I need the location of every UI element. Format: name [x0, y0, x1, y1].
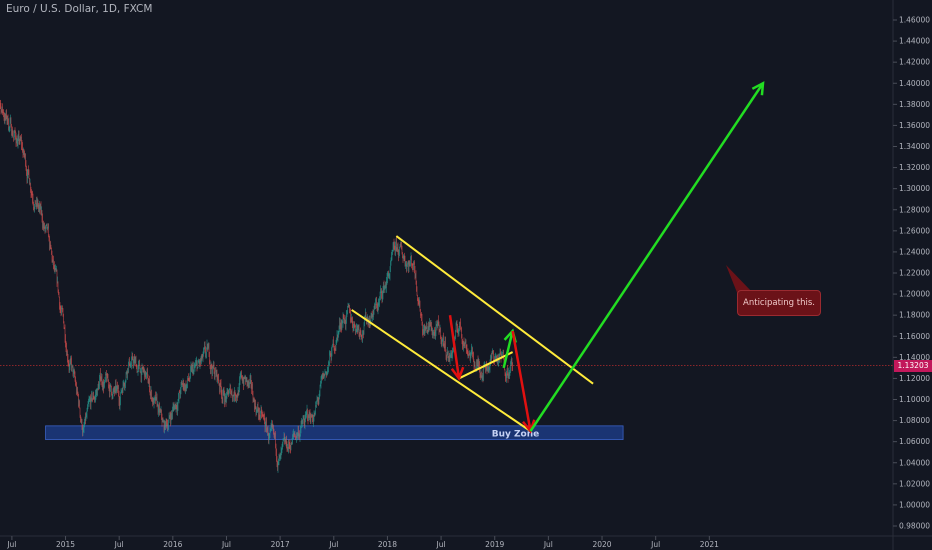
- chart-title: Euro / U.S. Dollar, 1D, FXCM: [6, 3, 153, 15]
- buy-zone-label: Buy Zone: [492, 430, 540, 440]
- price-tick-label: 1.12000: [899, 374, 930, 383]
- annotation-note[interactable]: Anticipating this.: [737, 290, 821, 316]
- time-tick-label: 2018: [378, 540, 397, 549]
- price-tick-label: 1.18000: [899, 311, 930, 320]
- price-tick-label: 1.20000: [899, 290, 930, 299]
- price-tick-label: 1.24000: [899, 247, 930, 256]
- price-tick-label: 1.10000: [899, 395, 930, 404]
- bear-arrow-small: [448, 314, 461, 379]
- time-tick-label: 2015: [56, 540, 75, 549]
- time-tick-label: Jul: [6, 540, 16, 549]
- time-tick-label: Jul: [328, 540, 338, 549]
- price-tick-label: 1.22000: [899, 269, 930, 278]
- channel-upper-line: [395, 235, 594, 385]
- price-tick-label: 1.44000: [899, 37, 930, 46]
- price-tick-label: 1.06000: [899, 437, 930, 446]
- time-tick-label: Jul: [221, 540, 231, 549]
- price-tick-label: 0.98000: [899, 522, 930, 531]
- price-tick-label: 1.02000: [899, 479, 930, 488]
- bull-arrow-long-head: [751, 81, 765, 96]
- buy-zone[interactable]: [45, 425, 624, 440]
- time-tick-label: Jul: [543, 540, 553, 549]
- price-tick-label: 1.42000: [899, 58, 930, 67]
- time-tick-label: 2016: [163, 540, 182, 549]
- price-tick-label: 1.00000: [899, 500, 930, 509]
- price-tick-label: 1.36000: [899, 121, 930, 130]
- price-tick-label: 1.40000: [899, 79, 930, 88]
- price-tick-label: 1.38000: [899, 100, 930, 109]
- channel-lower-line: [351, 309, 532, 432]
- current-price-badge: 1.13203: [894, 360, 932, 372]
- bull-arrow-short: [502, 330, 514, 369]
- price-tick-label: 1.34000: [899, 142, 930, 151]
- bear-arrow-small-head: [450, 366, 465, 381]
- time-tick-label: 2021: [700, 540, 719, 549]
- drawings[interactable]: [351, 81, 765, 434]
- time-tick-label: 2020: [592, 540, 611, 549]
- time-tick-label: Jul: [114, 540, 124, 549]
- time-tick-label: Jul: [436, 540, 446, 549]
- price-tick-label: 1.16000: [899, 332, 930, 341]
- price-tick-label: 1.30000: [899, 184, 930, 193]
- price-tick-label: 1.32000: [899, 163, 930, 172]
- price-axis[interactable]: 1.46000 1.44000 1.42000 1.40000 1.38000 1.360…: [893, 16, 930, 531]
- price-tick-label: 1.08000: [899, 416, 930, 425]
- time-tick-label: 2019: [485, 540, 504, 549]
- price-tick-label: 1.46000: [899, 16, 930, 25]
- price-tick-label: 1.26000: [899, 226, 930, 235]
- price-tick-label: 1.14000: [899, 353, 930, 362]
- bear-arrow: [511, 330, 532, 432]
- time-axis[interactable]: Jul 2015 Jul 2016 Jul 2017 Jul 2018 Jul 2019 Jul 20…: [6, 536, 719, 549]
- price-tick-label: 1.04000: [899, 458, 930, 467]
- mini-channel-line: [458, 351, 514, 380]
- candles: [0, 99, 513, 473]
- price-tick-label: 1.28000: [899, 205, 930, 214]
- time-tick-label: Jul: [650, 540, 660, 549]
- bull-arrow-long: [529, 82, 765, 432]
- time-tick-label: 2017: [271, 540, 290, 549]
